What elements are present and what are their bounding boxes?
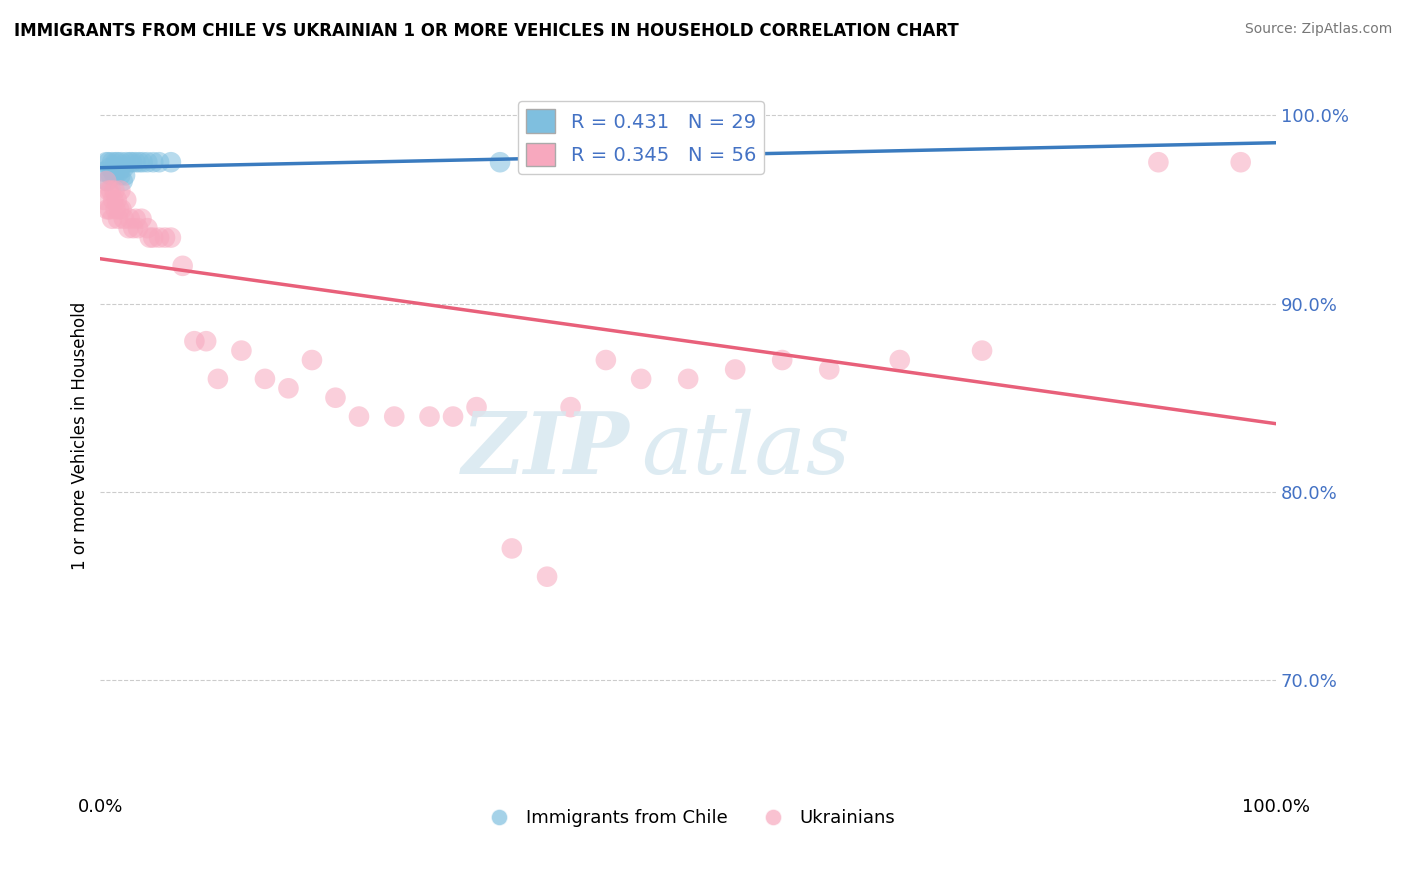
Point — [110, 184, 132, 198]
Point — [136, 155, 159, 169]
Point — [103, 184, 125, 198]
Point — [183, 334, 205, 349]
Point — [1229, 155, 1251, 169]
Point — [103, 164, 125, 178]
Point — [347, 409, 370, 424]
Text: ZIP: ZIP — [461, 408, 630, 491]
Point — [100, 169, 122, 183]
Point — [382, 409, 405, 424]
Point — [103, 193, 125, 207]
Point — [110, 155, 132, 169]
Point — [676, 372, 699, 386]
Point — [110, 169, 132, 183]
Point — [231, 343, 253, 358]
Point — [172, 259, 194, 273]
Point — [124, 211, 146, 226]
Point — [148, 230, 170, 244]
Point — [112, 161, 135, 175]
Point — [112, 211, 135, 226]
Point — [889, 353, 911, 368]
Point — [121, 155, 143, 169]
Point — [100, 184, 122, 198]
Point — [101, 211, 124, 226]
Point — [136, 221, 159, 235]
Point — [138, 230, 160, 244]
Point — [118, 155, 141, 169]
Point — [160, 155, 183, 169]
Point — [117, 221, 139, 235]
Point — [93, 164, 115, 178]
Point — [441, 409, 464, 424]
Point — [108, 164, 131, 178]
Text: Source: ZipAtlas.com: Source: ZipAtlas.com — [1244, 22, 1392, 37]
Point — [536, 570, 558, 584]
Point — [96, 155, 118, 169]
Point — [118, 211, 141, 226]
Point — [301, 353, 323, 368]
Text: IMMIGRANTS FROM CHILE VS UKRAINIAN 1 OR MORE VEHICLES IN HOUSEHOLD CORRELATION C: IMMIGRANTS FROM CHILE VS UKRAINIAN 1 OR … — [14, 22, 959, 40]
Point — [465, 400, 488, 414]
Point — [131, 211, 153, 226]
Point — [128, 155, 150, 169]
Point — [97, 155, 120, 169]
Point — [115, 155, 138, 169]
Point — [595, 353, 617, 368]
Point — [122, 221, 145, 235]
Point — [108, 202, 131, 217]
Point — [148, 155, 170, 169]
Point — [325, 391, 347, 405]
Point — [207, 372, 229, 386]
Point — [142, 155, 165, 169]
Point — [770, 353, 793, 368]
Legend: Immigrants from Chile, Ukrainians: Immigrants from Chile, Ukrainians — [474, 802, 903, 834]
Point — [111, 174, 134, 188]
Point — [418, 409, 440, 424]
Point — [630, 372, 652, 386]
Point — [501, 541, 523, 556]
Point — [96, 174, 118, 188]
Point — [489, 155, 512, 169]
Point — [127, 221, 149, 235]
Point — [96, 174, 118, 188]
Point — [98, 161, 121, 175]
Point — [818, 362, 841, 376]
Point — [110, 202, 132, 217]
Point — [970, 343, 993, 358]
Point — [104, 202, 127, 217]
Point — [195, 334, 218, 349]
Point — [160, 230, 183, 244]
Point — [114, 169, 136, 183]
Point — [105, 161, 128, 175]
Point — [96, 202, 118, 217]
Point — [560, 400, 582, 414]
Point — [153, 230, 176, 244]
Text: atlas: atlas — [641, 409, 851, 491]
Point — [107, 211, 129, 226]
Y-axis label: 1 or more Vehicles in Household: 1 or more Vehicles in Household — [72, 301, 89, 569]
Point — [107, 155, 129, 169]
Point — [1147, 155, 1170, 169]
Point — [124, 155, 146, 169]
Point — [253, 372, 276, 386]
Point — [142, 230, 165, 244]
Point — [104, 155, 127, 169]
Point — [98, 202, 121, 217]
Point — [97, 184, 120, 198]
Point — [103, 169, 125, 183]
Point — [101, 155, 124, 169]
Point — [131, 155, 153, 169]
Point — [115, 193, 138, 207]
Point — [105, 193, 128, 207]
Point — [93, 193, 115, 207]
Point — [277, 381, 299, 395]
Point — [724, 362, 747, 376]
